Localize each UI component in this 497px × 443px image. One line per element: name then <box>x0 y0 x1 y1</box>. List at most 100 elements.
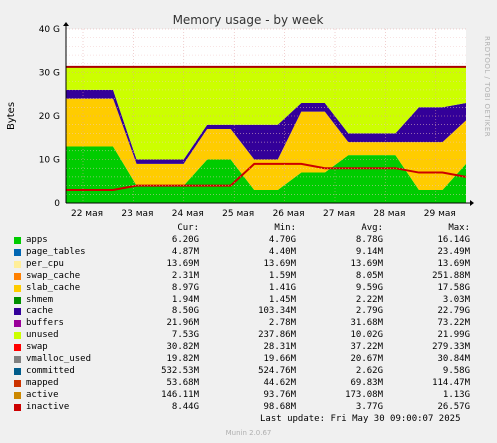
legend-cur: 1.94M <box>171 294 199 305</box>
legend-name: cache <box>26 306 54 317</box>
x-tick-label: 25 мая <box>222 209 254 219</box>
legend-min: 1.41G <box>268 282 296 293</box>
legend-name: slab_cache <box>26 282 81 293</box>
legend-min: 19.66M <box>263 354 296 364</box>
legend-swatch <box>14 308 21 316</box>
legend-min: 93.76M <box>263 389 296 400</box>
legend-avg: 20.67M <box>350 354 383 364</box>
legend-avg: 69.83M <box>350 377 383 388</box>
chart-title: Memory usage - by week <box>173 13 324 27</box>
y-ticks: 0 10 G 20 G 30 G 40 G <box>39 25 61 209</box>
legend-row-per_cpu: per_cpu 13.69M 13.69M 13.69M 13.69M <box>14 259 484 270</box>
legend-max: 17.58G <box>437 282 470 293</box>
legend-row-slab_cache: slab_cache 8.97G 1.41G 9.59G 17.58G <box>14 283 484 294</box>
legend-name: apps <box>26 235 48 245</box>
legend-min: 1.45M <box>268 294 296 305</box>
legend-header-cur: Cur: <box>177 223 199 233</box>
legend-avg: 31.68M <box>350 318 383 329</box>
legend-avg: 37.22M <box>350 342 383 353</box>
legend-cur: 13.69M <box>166 258 199 269</box>
y-tick-label: 10 G <box>39 156 60 166</box>
legend-name: page_tables <box>26 246 86 257</box>
legend-swatch <box>14 320 21 328</box>
legend-row-mapped: mapped 53.68M 44.62M 69.83M 114.47M <box>14 378 484 389</box>
legend-name: unused <box>26 330 59 341</box>
legend-cur: 30.82M <box>166 342 199 353</box>
legend-row-committed: committed 532.53M 524.76M 2.62G 9.58G <box>14 366 484 377</box>
legend-max: 9.58G <box>442 365 470 376</box>
grid <box>66 28 466 204</box>
legend-max: 279.33M <box>432 342 470 353</box>
legend-row-cache: cache 8.50G 103.34M 2.79G 22.79G <box>14 306 484 317</box>
legend-max: 1.13G <box>442 389 470 400</box>
legend-avg: 13.69M <box>350 258 383 269</box>
area-slab_cache <box>66 98 466 190</box>
last-update: Last update: Fri May 30 09:00:07 2025 <box>260 414 461 424</box>
legend-swatch <box>14 367 21 375</box>
legend-min: 4.70G <box>268 235 296 245</box>
x-tick-label: 29 мая <box>424 209 456 219</box>
y-axis-arrow <box>63 22 69 26</box>
legend-swatch <box>14 391 21 399</box>
legend-min: 28.31M <box>263 342 296 353</box>
x-tick-label: 27 мая <box>323 209 355 219</box>
legend-avg: 2.62G <box>355 365 383 376</box>
legend-min: 524.76M <box>258 365 296 376</box>
legend-name: shmem <box>26 294 54 305</box>
legend-row-swap_cache: swap_cache 2.31M 1.59M 8.05M 251.88M <box>14 271 484 282</box>
y-axis-label: Bytes <box>6 102 17 130</box>
legend-row-buffers: buffers 21.96M 2.78M 31.68M 73.22M <box>14 318 484 329</box>
legend-max: 21.99G <box>437 330 470 341</box>
legend-swatch <box>14 237 21 244</box>
legend-swatch <box>14 356 21 363</box>
legend-name: swap <box>26 342 48 353</box>
legend-header-avg: Avg: <box>361 223 383 233</box>
legend-swatch <box>14 296 21 304</box>
legend-cur: 8.97G <box>171 282 199 293</box>
legend-row-page_tables: page_tables 4.87M 4.40M 9.14M 23.49M <box>14 247 484 258</box>
legend-cur: 19.82M <box>166 354 199 364</box>
inactive-line <box>66 162 467 191</box>
legend-avg: 9.59G <box>355 282 383 293</box>
legend-name: vmalloc_used <box>26 354 92 364</box>
legend-swatch <box>14 379 21 387</box>
legend-max: 22.79G <box>437 306 470 317</box>
legend-cur: 8.50G <box>171 306 199 317</box>
legend-row-shmem: shmem 1.94M 1.45M 2.22M 3.03M <box>14 295 484 306</box>
legend-header-min: Min: <box>274 223 296 233</box>
legend-name: inactive <box>26 401 70 412</box>
legend-avg: 2.22M <box>355 294 383 305</box>
legend-cur: 146.11M <box>161 389 199 400</box>
legend-name: mapped <box>26 377 59 388</box>
legend-row-inactive: inactive 8.44G 98.68M 3.77G 26.57G <box>14 402 484 413</box>
x-tick-label: 28 мая <box>373 209 405 219</box>
legend-header-max: Max: <box>448 223 470 233</box>
legend-avg: 10.02G <box>350 330 383 341</box>
legend-min: 2.78M <box>268 318 296 329</box>
stack-areas <box>66 65 467 203</box>
legend-max: 16.14G <box>437 235 470 245</box>
area-cache <box>66 89 466 164</box>
legend-min: 103.34M <box>258 306 296 317</box>
legend-max: 13.69M <box>437 258 470 269</box>
legend-min: 13.69M <box>263 258 296 269</box>
legend-swatch <box>14 284 21 292</box>
legend-min: 1.59M <box>268 270 296 281</box>
legend-avg: 3.77G <box>355 401 383 412</box>
x-tick-label: 22 мая <box>71 209 103 219</box>
legend-max: 114.47M <box>432 377 470 388</box>
x-tick-label: 26 мая <box>273 209 305 219</box>
legend-name: buffers <box>26 318 64 329</box>
legend-name: swap_cache <box>26 270 81 281</box>
legend-name: per_cpu <box>26 258 64 269</box>
legend-max: 30.84M <box>437 354 470 364</box>
legend-cur: 6.20G <box>171 235 199 245</box>
legend-cur: 53.68M <box>166 377 199 388</box>
legend-max: 26.57G <box>437 401 470 412</box>
legend-row-swap: swap 30.82M 28.31M 37.22M 279.33M <box>14 342 484 353</box>
legend-cur: 532.53M <box>161 365 199 376</box>
legend-min: 44.62M <box>263 377 296 388</box>
legend-avg: 9.14M <box>355 246 383 257</box>
legend-swatch <box>14 332 21 340</box>
legend-swatch <box>14 260 21 268</box>
